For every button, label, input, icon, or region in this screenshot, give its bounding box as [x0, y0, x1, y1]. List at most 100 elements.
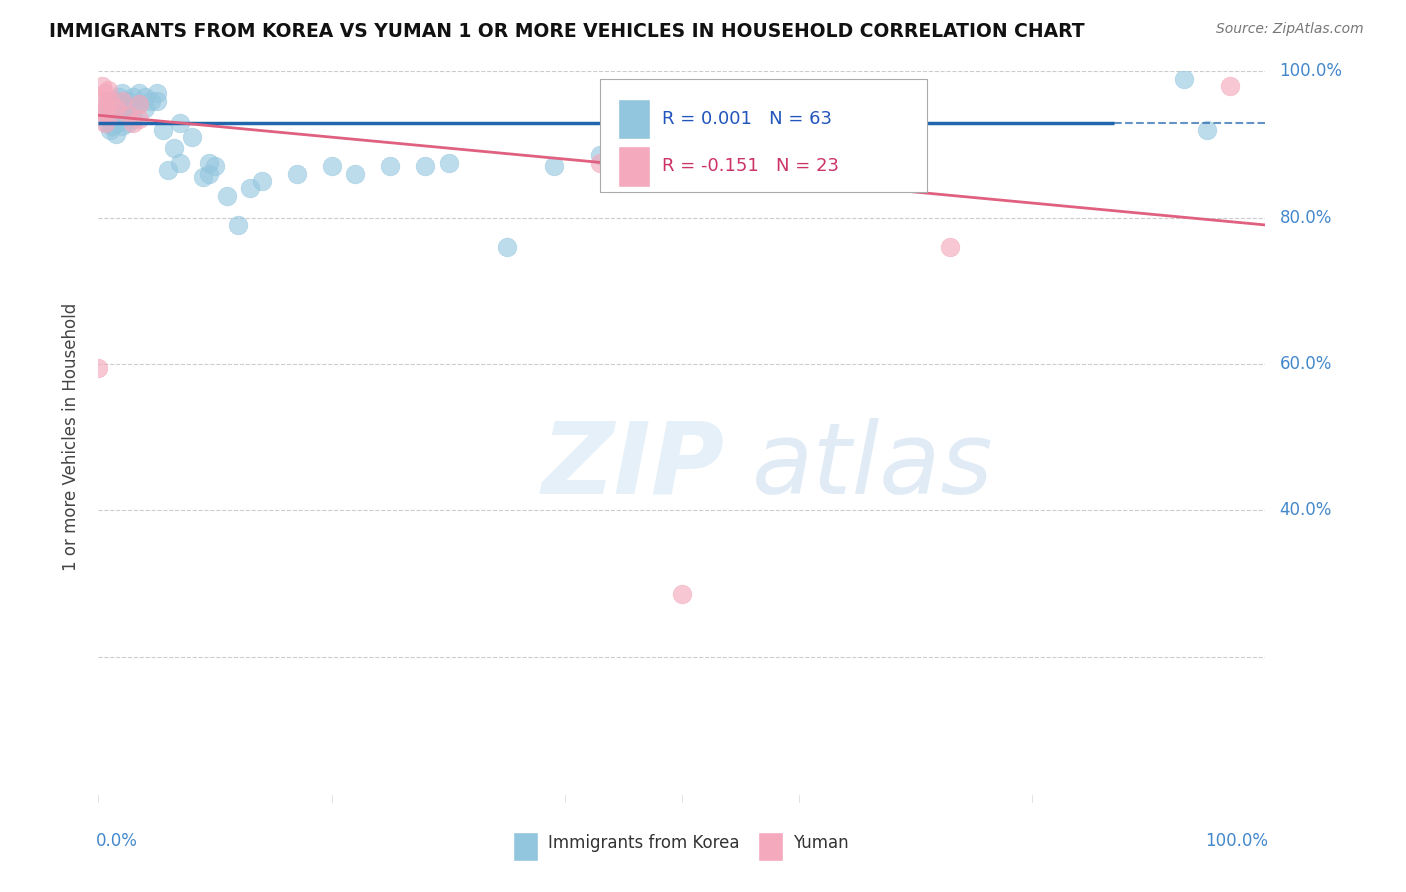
FancyBboxPatch shape [617, 99, 651, 139]
Point [122, 101, 145, 115]
Point [108, 101, 131, 115]
Point [169, 156, 191, 170]
Point [671, 156, 693, 170]
Point [104, 115, 127, 129]
Point [730, 156, 752, 170]
Point [128, 97, 150, 112]
Point [1173, 71, 1195, 86]
Point [108, 90, 131, 104]
Point [846, 156, 869, 170]
Point [90, 78, 112, 93]
Point [117, 94, 139, 108]
Point [139, 94, 162, 108]
Point [128, 87, 150, 101]
Point [228, 218, 250, 232]
Point [101, 108, 124, 122]
Point [104, 94, 127, 108]
Point [97, 94, 120, 108]
Point [93, 104, 115, 119]
Y-axis label: 1 or more Vehicles in Household: 1 or more Vehicles in Household [62, 303, 80, 571]
Point [97, 83, 120, 97]
Point [1219, 78, 1241, 93]
Point [101, 97, 124, 112]
Point [198, 167, 221, 181]
Point [111, 119, 134, 133]
Point [169, 115, 191, 129]
Point [91, 94, 114, 108]
Point [589, 156, 612, 170]
Point [157, 163, 180, 178]
Point [98, 94, 121, 108]
Point [128, 97, 150, 112]
Point [96, 115, 118, 129]
Point [108, 112, 131, 126]
Point [496, 240, 519, 254]
Text: 80.0%: 80.0% [1279, 209, 1331, 227]
Text: IMMIGRANTS FROM KOREA VS YUMAN 1 OR MORE VEHICLES IN HOUSEHOLD CORRELATION CHART: IMMIGRANTS FROM KOREA VS YUMAN 1 OR MORE… [49, 22, 1085, 41]
Point [101, 119, 124, 133]
FancyBboxPatch shape [617, 146, 651, 186]
Point [134, 101, 156, 115]
Point [239, 181, 262, 195]
Point [180, 130, 202, 145]
Point [671, 163, 693, 178]
Point [146, 94, 169, 108]
Text: 100.0%: 100.0% [1279, 62, 1343, 80]
Text: Source: ZipAtlas.com: Source: ZipAtlas.com [1216, 22, 1364, 37]
Point [104, 104, 127, 119]
Text: 0.0%: 0.0% [96, 832, 138, 850]
Point [93, 104, 115, 119]
Point [380, 160, 402, 174]
Point [413, 160, 436, 174]
Text: 100.0%: 100.0% [1205, 832, 1268, 850]
Point [117, 115, 139, 129]
Point [94, 87, 117, 101]
Point [787, 156, 810, 170]
Text: ZIP: ZIP [541, 417, 725, 515]
Point [869, 156, 891, 170]
Point [122, 90, 145, 104]
FancyBboxPatch shape [758, 832, 783, 862]
Point [543, 160, 565, 174]
Point [152, 123, 174, 137]
Point [250, 174, 273, 188]
Text: R = 0.001   N = 63: R = 0.001 N = 63 [662, 110, 832, 128]
FancyBboxPatch shape [600, 78, 927, 192]
Point [87, 360, 110, 375]
Point [104, 127, 127, 141]
Point [111, 94, 134, 108]
Point [193, 170, 215, 185]
FancyBboxPatch shape [513, 832, 538, 862]
Point [321, 160, 343, 174]
Text: atlas: atlas [752, 417, 994, 515]
Text: 40.0%: 40.0% [1279, 501, 1331, 519]
Point [98, 123, 121, 137]
Point [437, 156, 460, 170]
Point [128, 112, 150, 126]
Point [163, 141, 186, 155]
Point [98, 112, 121, 126]
Point [98, 101, 121, 115]
Point [589, 148, 612, 162]
Point [117, 108, 139, 122]
Point [111, 87, 134, 101]
Point [122, 115, 145, 129]
Point [111, 97, 134, 112]
Point [117, 104, 139, 119]
Point [1195, 123, 1218, 137]
Point [104, 101, 127, 115]
Text: R = -0.151   N = 23: R = -0.151 N = 23 [662, 158, 839, 176]
Point [111, 108, 134, 122]
Point [204, 160, 226, 174]
Text: Immigrants from Korea: Immigrants from Korea [548, 834, 740, 852]
Point [285, 167, 308, 181]
Point [344, 167, 367, 181]
Point [939, 240, 962, 254]
Point [94, 101, 117, 115]
Point [122, 112, 145, 126]
Point [134, 90, 156, 104]
Point [146, 87, 169, 101]
Point [98, 108, 121, 122]
Point [671, 587, 693, 601]
Point [215, 188, 238, 202]
